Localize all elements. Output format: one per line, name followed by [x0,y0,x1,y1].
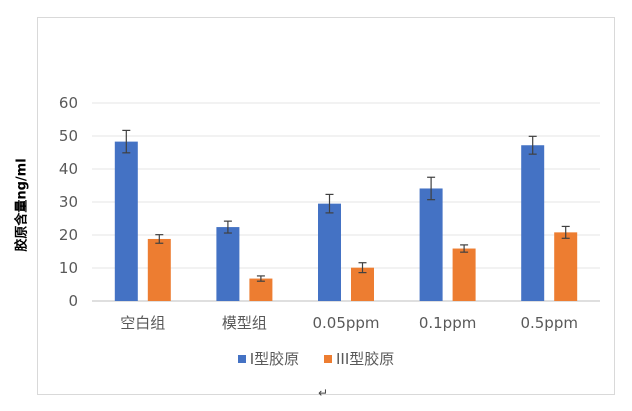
y-tick-label: 40 [59,160,78,178]
bar-type-i [419,188,443,301]
y-tick-label: 50 [59,127,78,145]
y-axis-ticks: 0 10 20 30 40 50 60 [59,94,78,310]
x-axis-ticks: 空白组 模型组 0.05ppm 0.1ppm 0.5ppm [120,314,578,332]
y-tick-label: 30 [59,193,78,211]
y-axis-label: 胶原含量ng/ml [14,158,30,252]
bar-type-iii [249,278,273,301]
x-tick-label: 0.1ppm [419,314,477,332]
y-tick-label: 60 [59,94,78,112]
x-tick-label: 模型组 [222,314,267,332]
bar-type-i [216,227,240,301]
bar-type-i [318,203,341,301]
y-tick-label: 20 [59,226,78,244]
x-tick-label: 0.5ppm [520,314,578,332]
legend-item-type-i-collagen: I型胶原 [237,348,300,369]
legend: I型胶原 III型胶原 [0,348,632,369]
error-bars [122,129,570,282]
legend-label: III型胶原 [335,350,395,368]
bars [114,141,578,301]
bar-type-iii [554,232,578,301]
legend-label: I型胶原 [249,350,300,368]
y-axis-label-container: 胶原含量ng/ml [0,0,40,407]
legend-swatch-orange [323,354,332,363]
legend-item-type-iii-collagen: III型胶原 [323,348,395,369]
x-tick-label: 空白组 [120,314,165,332]
bar-type-iii [452,248,476,301]
bar-type-iii [351,267,374,301]
gridlines [92,102,600,302]
bar-type-i [521,145,545,301]
x-tick-label: 0.05ppm [312,314,379,332]
y-tick-label: 0 [68,292,78,310]
bar-type-i [114,141,138,301]
paragraph-return-mark: ↵ [318,386,329,400]
bar-type-iii [147,238,171,301]
y-tick-label: 10 [59,259,78,277]
legend-swatch-blue [237,354,246,363]
